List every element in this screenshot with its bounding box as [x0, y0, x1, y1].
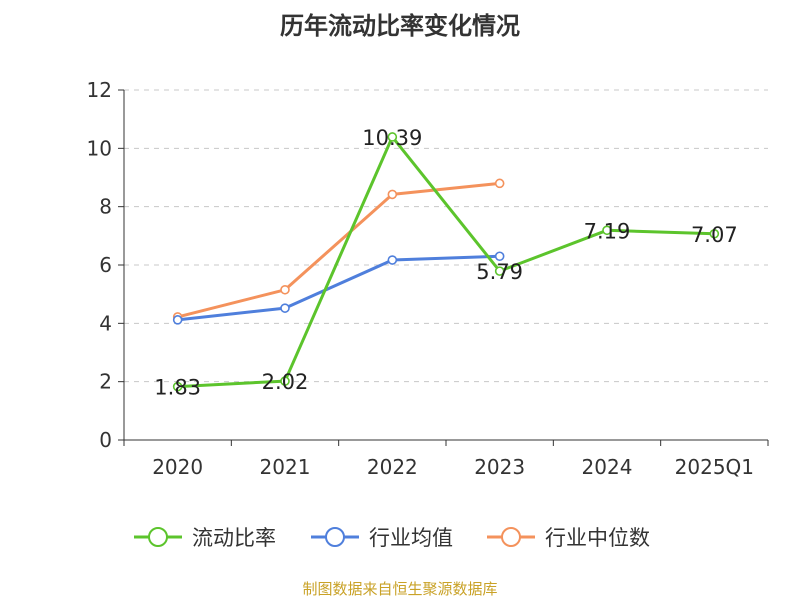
data-point: [709, 228, 720, 239]
data-point: [494, 178, 505, 189]
legend-item[interactable]: 行业均值: [311, 526, 453, 550]
data-point: [494, 266, 505, 276]
data-point: [172, 315, 183, 325]
y-tick-label: 6: [99, 253, 112, 277]
data-label: 10.39: [362, 126, 422, 150]
legend-marker: [325, 527, 345, 547]
data-point: [387, 189, 398, 200]
data-label: 1.83: [154, 376, 201, 400]
data-point: [602, 225, 612, 236]
legend-item[interactable]: 行业中位数: [487, 526, 650, 550]
x-tick-label: 2022: [367, 455, 418, 479]
data-point: [280, 303, 290, 313]
data-label: 5.79: [476, 260, 523, 284]
legend-marker: [148, 527, 168, 547]
x-tick-label: 2020: [152, 455, 203, 479]
x-tick-label: 2024: [582, 455, 633, 479]
data-point: [387, 132, 398, 142]
x-tick-label: 2021: [260, 455, 311, 479]
series-line: [177, 181, 500, 319]
y-tick-label: 4: [99, 311, 112, 335]
data-labels: 1.83 2.02 10.39 5.79 7.19 7.07: [154, 126, 737, 400]
gridlines: [124, 89, 768, 383]
x-tick-label: 2025Q1: [675, 455, 754, 479]
y-tick-label: 8: [99, 195, 112, 219]
data-label: 7.19: [584, 219, 631, 243]
source-note: 制图数据来自恒生聚源数据库: [302, 580, 498, 598]
x-tick-label: 2023: [474, 455, 525, 479]
series-line: [177, 135, 715, 389]
data-point: [172, 381, 183, 392]
y-tick-label: 10: [87, 136, 112, 160]
legend[interactable]: 流动比率 行业均值 行业中位数: [134, 526, 650, 550]
series-group: [172, 132, 720, 392]
y-tick-label: 12: [87, 78, 112, 102]
legend-label: 行业中位数: [545, 526, 650, 550]
data-point: [387, 255, 398, 265]
series-line: [177, 254, 500, 322]
data-point: [280, 284, 290, 295]
data-label: 2.02: [262, 370, 309, 394]
legend-label: 流动比率: [192, 526, 276, 550]
legend-marker: [501, 527, 521, 547]
data-point: [280, 376, 290, 386]
chart-title: 历年流动比率变化情况: [280, 12, 520, 40]
data-point: [494, 251, 505, 262]
legend-item[interactable]: 流动比率: [134, 526, 276, 550]
y-tick-label: 2: [99, 370, 112, 394]
axes: 0 2 4 6 8 10 12 2020 2021 2022 2023 2024 2025Q1: [87, 78, 769, 479]
y-tick-label: 0: [99, 428, 112, 452]
legend-label: 行业均值: [369, 526, 453, 550]
data-label: 7.07: [691, 223, 738, 247]
